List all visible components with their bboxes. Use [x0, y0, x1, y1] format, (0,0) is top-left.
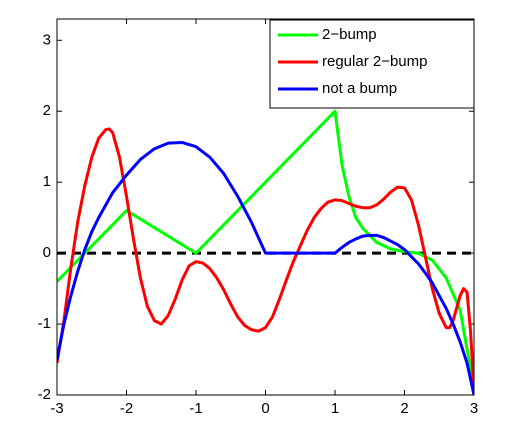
x-tick-label: 2	[400, 400, 408, 417]
series-line	[57, 127, 474, 392]
x-tick-label: 3	[470, 400, 478, 417]
x-tick-label: 0	[261, 400, 269, 417]
series-line	[57, 140, 474, 395]
legend-label: not a bump	[322, 80, 397, 97]
y-tick-label: 2	[43, 102, 51, 119]
plot-area	[57, 109, 474, 395]
y-tick-label: -1	[38, 315, 51, 332]
x-tick-label: 1	[331, 400, 339, 417]
x-tick-label: -3	[50, 400, 63, 417]
x-tick-label: -2	[120, 400, 133, 417]
legend-label: regular 2−bump	[322, 53, 427, 70]
y-tick-label: 0	[43, 244, 51, 261]
y-tick-label: -2	[38, 386, 51, 403]
y-tick-label: 3	[43, 31, 51, 48]
axes-box	[56, 18, 475, 396]
legend: 2−bump regular 2−bump not a bump	[269, 19, 475, 109]
legend-label: 2−bump	[322, 26, 377, 43]
y-tick-label: 1	[43, 173, 51, 190]
x-tick-label: -1	[189, 400, 202, 417]
